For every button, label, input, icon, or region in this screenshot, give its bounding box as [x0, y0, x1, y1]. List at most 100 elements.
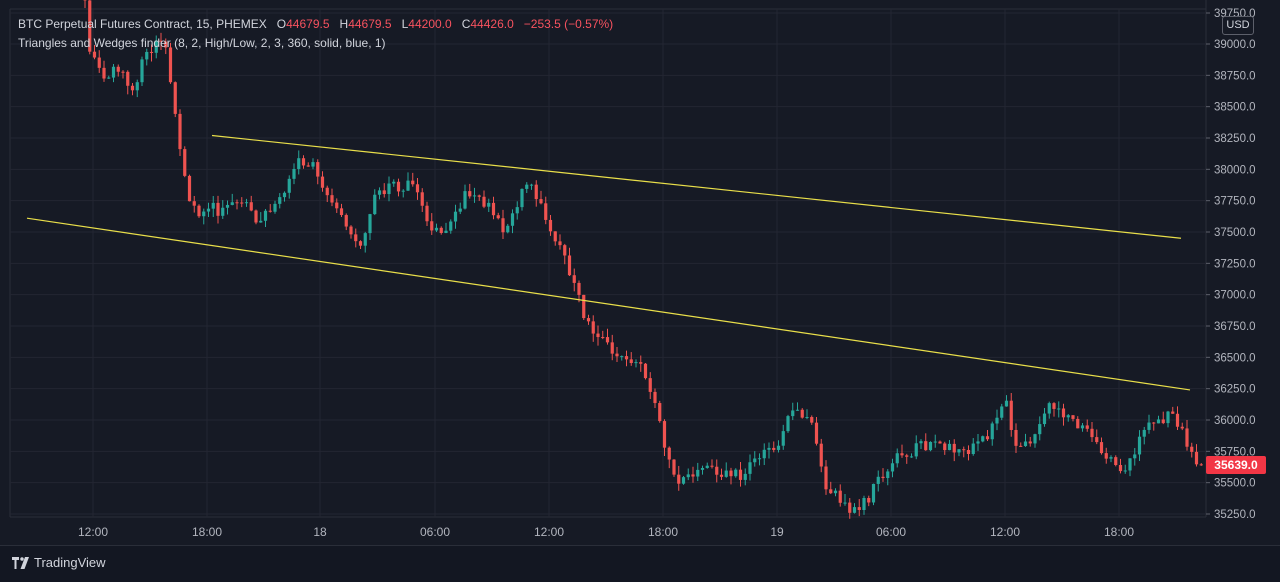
candle: [444, 223, 447, 233]
candle: [440, 226, 443, 234]
candle: [406, 172, 409, 191]
candle: [1048, 402, 1051, 419]
candle-body: [915, 443, 918, 456]
candle-body: [411, 181, 414, 185]
candle-body: [178, 114, 181, 149]
candle: [625, 351, 628, 367]
candle: [297, 150, 300, 174]
candle: [254, 209, 257, 224]
candle: [691, 467, 694, 483]
candle: [278, 193, 281, 208]
candle: [810, 415, 813, 424]
candle-body: [824, 467, 827, 490]
candle-body: [1171, 412, 1174, 414]
candle-body: [416, 184, 419, 192]
candle-body: [924, 441, 927, 450]
candle-body: [1000, 406, 1003, 417]
candle: [1100, 437, 1103, 454]
price-chart[interactable]: 39750.039000.038750.038500.038250.038000…: [0, 0, 1280, 545]
candle: [1090, 422, 1093, 442]
candle-body: [691, 474, 694, 476]
candle-body: [782, 431, 785, 446]
candle-body: [1166, 412, 1169, 424]
candle-body: [535, 185, 538, 199]
candle-body: [482, 197, 485, 207]
candle: [696, 463, 699, 481]
candle: [915, 435, 918, 459]
candle-body: [753, 459, 756, 463]
currency-button[interactable]: USD: [1222, 16, 1254, 35]
candle: [596, 326, 599, 346]
candle: [535, 180, 538, 206]
high-value: 44679.5: [348, 17, 391, 31]
candle-body: [278, 197, 281, 204]
trendline-lower[interactable]: [27, 218, 1190, 390]
candle: [478, 195, 481, 201]
candle-body: [720, 475, 723, 477]
candle-body: [663, 421, 666, 448]
candle: [967, 445, 970, 460]
candle: [359, 240, 362, 249]
candle: [516, 201, 519, 219]
candle-body: [577, 283, 580, 295]
trendline-upper[interactable]: [212, 135, 1181, 238]
candle: [368, 214, 371, 240]
candle: [919, 439, 922, 449]
candle: [102, 61, 105, 82]
candle-body: [1067, 415, 1070, 417]
indicator-label[interactable]: Triangles and Wedges finder (8, 2, High/…: [18, 34, 613, 53]
price-tick-label: 38000.0: [1214, 164, 1256, 176]
candle: [867, 496, 870, 506]
candle-body: [326, 188, 329, 195]
candle: [620, 355, 623, 360]
candle-body: [435, 228, 438, 231]
last-price-label: 35639.0: [1206, 456, 1266, 474]
candle-body: [896, 453, 899, 463]
candle-body: [1024, 441, 1027, 446]
candle-body: [539, 199, 542, 203]
candle: [1114, 455, 1117, 466]
candle-body: [805, 417, 808, 418]
candle: [786, 415, 789, 433]
candle: [497, 213, 500, 220]
candle-body: [558, 241, 561, 245]
candle: [283, 191, 286, 201]
candle: [986, 430, 989, 441]
price-axis: 39750.039000.038750.038500.038250.038000…: [1206, 8, 1256, 521]
candle: [981, 436, 984, 443]
candle-body: [715, 467, 718, 475]
candle-body: [264, 211, 267, 221]
tradingview-logo-icon: [12, 557, 30, 569]
candle-body: [259, 221, 262, 223]
candle: [587, 315, 590, 325]
price-tick-label: 38500.0: [1214, 102, 1256, 114]
candle-body: [1190, 447, 1193, 452]
tradingview-logo[interactable]: TradingView: [12, 555, 106, 570]
open-value: 44679.5: [286, 17, 329, 31]
candle-body: [682, 477, 685, 484]
candle: [962, 447, 965, 458]
candle-body: [1033, 434, 1036, 443]
candle-body: [900, 453, 903, 455]
candle: [601, 331, 604, 339]
candle-body: [563, 245, 566, 255]
candle: [843, 494, 846, 506]
candle: [1143, 427, 1146, 444]
candle: [653, 388, 656, 408]
symbol-title[interactable]: BTC Perpetual Futures Contract, 15, PHEM…: [18, 17, 267, 31]
price-tick-label: 37250.0: [1214, 258, 1256, 270]
candle: [1010, 393, 1013, 437]
candle-body: [425, 206, 428, 222]
time-tick-label: 12:00: [78, 525, 108, 539]
candle-body: [1185, 428, 1188, 446]
candle-body: [497, 215, 500, 218]
candle-body: [288, 179, 291, 193]
candle-body: [402, 191, 405, 192]
candle: [387, 176, 390, 201]
candle-body: [601, 337, 604, 338]
candle-body: [397, 182, 400, 192]
candle-body: [121, 72, 124, 73]
candle: [782, 425, 785, 450]
candle: [568, 248, 571, 276]
